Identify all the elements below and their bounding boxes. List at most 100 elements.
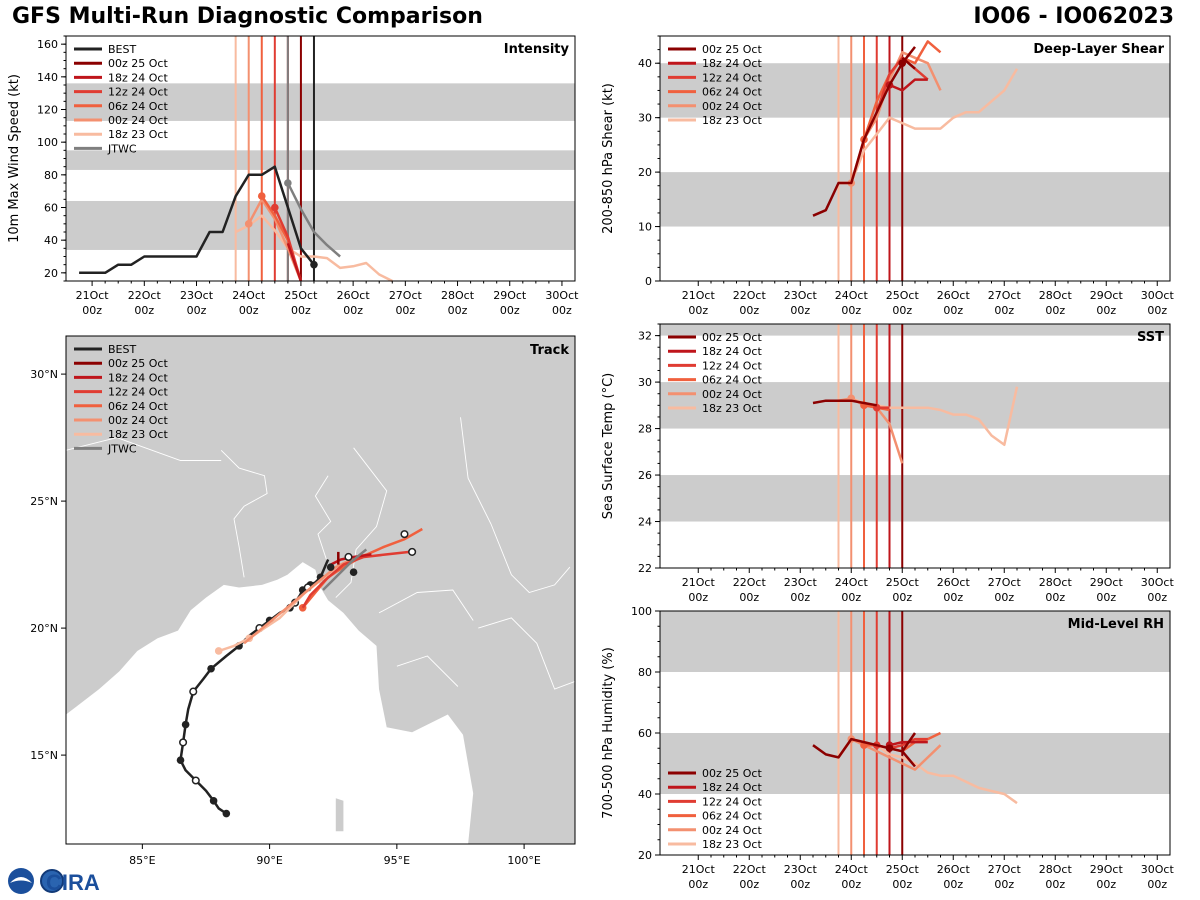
- page-title: GFS Multi-Run Diagnostic Comparison: [12, 4, 483, 29]
- intensity-xtick-label: 21Oct: [76, 289, 110, 302]
- legend-label-18z-23-oct: 18z 23 Oct: [702, 402, 762, 415]
- sst-xtick-sublabel: 00z: [994, 591, 1014, 604]
- rh-ytick-label: 60: [638, 727, 652, 740]
- sst-xtick-label: 24Oct: [835, 576, 869, 589]
- intensity-point-12z-24-oct: [271, 203, 279, 212]
- shear-ytick-label: 40: [638, 57, 652, 70]
- intensity-point-00z-24-oct: [244, 220, 253, 228]
- intensity-ytick-label: 20: [44, 267, 58, 280]
- lon-tick-label: 90°E: [256, 854, 282, 867]
- shear-xtick-label: 28Oct: [1039, 289, 1073, 302]
- intensity-xtick-label: 22Oct: [128, 289, 162, 302]
- track-panel: 85°E 90°E 95°E 100°E 15°N 20°N 25°N 30°N Track BE…: [30, 335, 576, 867]
- intensity-point-jtwc: [284, 179, 292, 187]
- sst-band: [660, 324, 1170, 336]
- legend-label-00z-24-oct: 00z 24 Oct: [702, 388, 762, 401]
- lat-tick-label: 30°N: [30, 368, 58, 381]
- sst-ytick-label: 22: [638, 562, 652, 575]
- andaman-islands: [335, 798, 344, 832]
- rh-xtick-label: 30Oct: [1141, 863, 1175, 876]
- intensity-xtick-label: 27Oct: [389, 289, 423, 302]
- cira-globe-icon: [40, 869, 64, 893]
- rh-xtick-label: 26Oct: [937, 863, 971, 876]
- sst-ytick-label: 28: [638, 423, 652, 436]
- sst-xtick-sublabel: 00z: [790, 591, 810, 604]
- storm-id-label: IO06 - IO062023: [973, 4, 1174, 29]
- shear-xtick-label: 29Oct: [1090, 289, 1124, 302]
- sst-band: [660, 475, 1170, 522]
- intensity-xtick-label: 30Oct: [545, 289, 579, 302]
- shear-xtick-sublabel: 00z: [841, 304, 861, 317]
- sst-ytick-label: 30: [638, 376, 652, 389]
- intensity-xtick-sublabel: 00z: [448, 304, 468, 317]
- lon-tick-label: 100°E: [507, 854, 540, 867]
- intensity-xtick-sublabel: 00z: [187, 304, 207, 317]
- legend-label-00z-24-oct: 00z 24 Oct: [108, 414, 168, 427]
- rh-xtick-sublabel: 00z: [1096, 878, 1116, 891]
- rh-xtick-sublabel: 00z: [1045, 878, 1065, 891]
- shear-xtick-label: 22Oct: [733, 289, 767, 302]
- rh-ytick-label: 100: [631, 605, 652, 618]
- rh-xtick-label: 21Oct: [682, 863, 716, 876]
- border-line: [220, 449, 268, 578]
- intensity-xtick-label: 28Oct: [441, 289, 475, 302]
- legend-label-jtwc: JTWC: [107, 442, 137, 455]
- track-point-18z-23-oct: [214, 647, 223, 655]
- intensity-xtick-sublabel: 00z: [343, 304, 363, 317]
- border-line: [396, 655, 459, 687]
- track-open-point: [400, 530, 409, 539]
- shear-xtick-label: 30Oct: [1141, 289, 1175, 302]
- shear-xtick-label: 27Oct: [988, 289, 1022, 302]
- legend-label-00z-25-oct: 00z 25 Oct: [702, 767, 762, 780]
- sst-xtick-sublabel: 00z: [943, 591, 963, 604]
- legend-label-18z-23-oct: 18z 23 Oct: [108, 428, 168, 441]
- intensity-ytick-label: 40: [44, 234, 58, 247]
- border-line: [460, 417, 571, 594]
- rh-xtick-sublabel: 00z: [688, 878, 708, 891]
- intensity-series-jtwc: [286, 182, 341, 258]
- track-open-point: [344, 552, 353, 562]
- intensity-xtick-label: 26Oct: [337, 289, 371, 302]
- shear-ylabel: 200-850 hPa Shear (kt): [601, 83, 616, 234]
- rh-xtick-sublabel: 00z: [1147, 878, 1167, 891]
- land-mass: [66, 336, 575, 844]
- legend-label-00z-24-oct: 00z 24 Oct: [702, 824, 762, 837]
- sst-ytick-label: 26: [638, 469, 652, 482]
- legend-label-12z-24-oct: 12z 24 Oct: [108, 386, 168, 399]
- rh-band: [660, 611, 1170, 672]
- track-point-best: [209, 797, 218, 805]
- intensity-xtick-sublabel: 00z: [239, 304, 259, 317]
- intensity-band: [66, 150, 575, 170]
- track-point-best: [222, 809, 231, 818]
- shear-ytick-label: 10: [638, 221, 652, 234]
- legend-label-00z-25-oct: 00z 25 Oct: [108, 57, 168, 70]
- rh-xtick-label: 27Oct: [988, 863, 1022, 876]
- rh-xtick-label: 22Oct: [733, 863, 767, 876]
- intensity-panel: 20 40 60 80 100 120 140 160 21Oct 00z 22Oct 00z 23Oc…: [7, 35, 579, 317]
- intensity-series-best: [79, 165, 315, 275]
- rh-ytick-label: 40: [638, 788, 652, 801]
- shear-panel: 0 10 20 30 40 21Oct 00z 22Oct 00z 23Oct 00z 24Oct 00…: [601, 35, 1175, 317]
- rh-xtick-sublabel: 00z: [892, 878, 912, 891]
- sst-xtick-sublabel: 00z: [1147, 591, 1167, 604]
- legend-label-12z-24-oct: 12z 24 Oct: [702, 795, 762, 808]
- intensity-ytick-label: 160: [37, 38, 58, 51]
- intensity-series-18z-23-oct: [235, 214, 393, 283]
- rh-xtick-sublabel: 00z: [943, 878, 963, 891]
- shear-xtick-sublabel: 00z: [994, 304, 1014, 317]
- intensity-ytick-label: 140: [37, 71, 58, 84]
- legend-label-12z-24-oct: 12z 24 Oct: [702, 71, 762, 84]
- sst-xtick-sublabel: 00z: [688, 591, 708, 604]
- lon-tick-label: 95°E: [384, 854, 410, 867]
- intensity-xtick-sublabel: 00z: [552, 304, 572, 317]
- track-open-point-best: [179, 738, 188, 747]
- rh-xtick-label: 23Oct: [784, 863, 818, 876]
- intensity-xtick-sublabel: 00z: [291, 304, 311, 317]
- intensity-series-18z-24-oct: [286, 242, 303, 282]
- legend-label-06z-24-oct: 06z 24 Oct: [702, 86, 762, 99]
- shear-xtick-sublabel: 00z: [1147, 304, 1167, 317]
- lon-tick-label: 85°E: [129, 854, 155, 867]
- shear-ytick-label: 20: [638, 166, 652, 179]
- noaa-logo-icon: [8, 868, 34, 894]
